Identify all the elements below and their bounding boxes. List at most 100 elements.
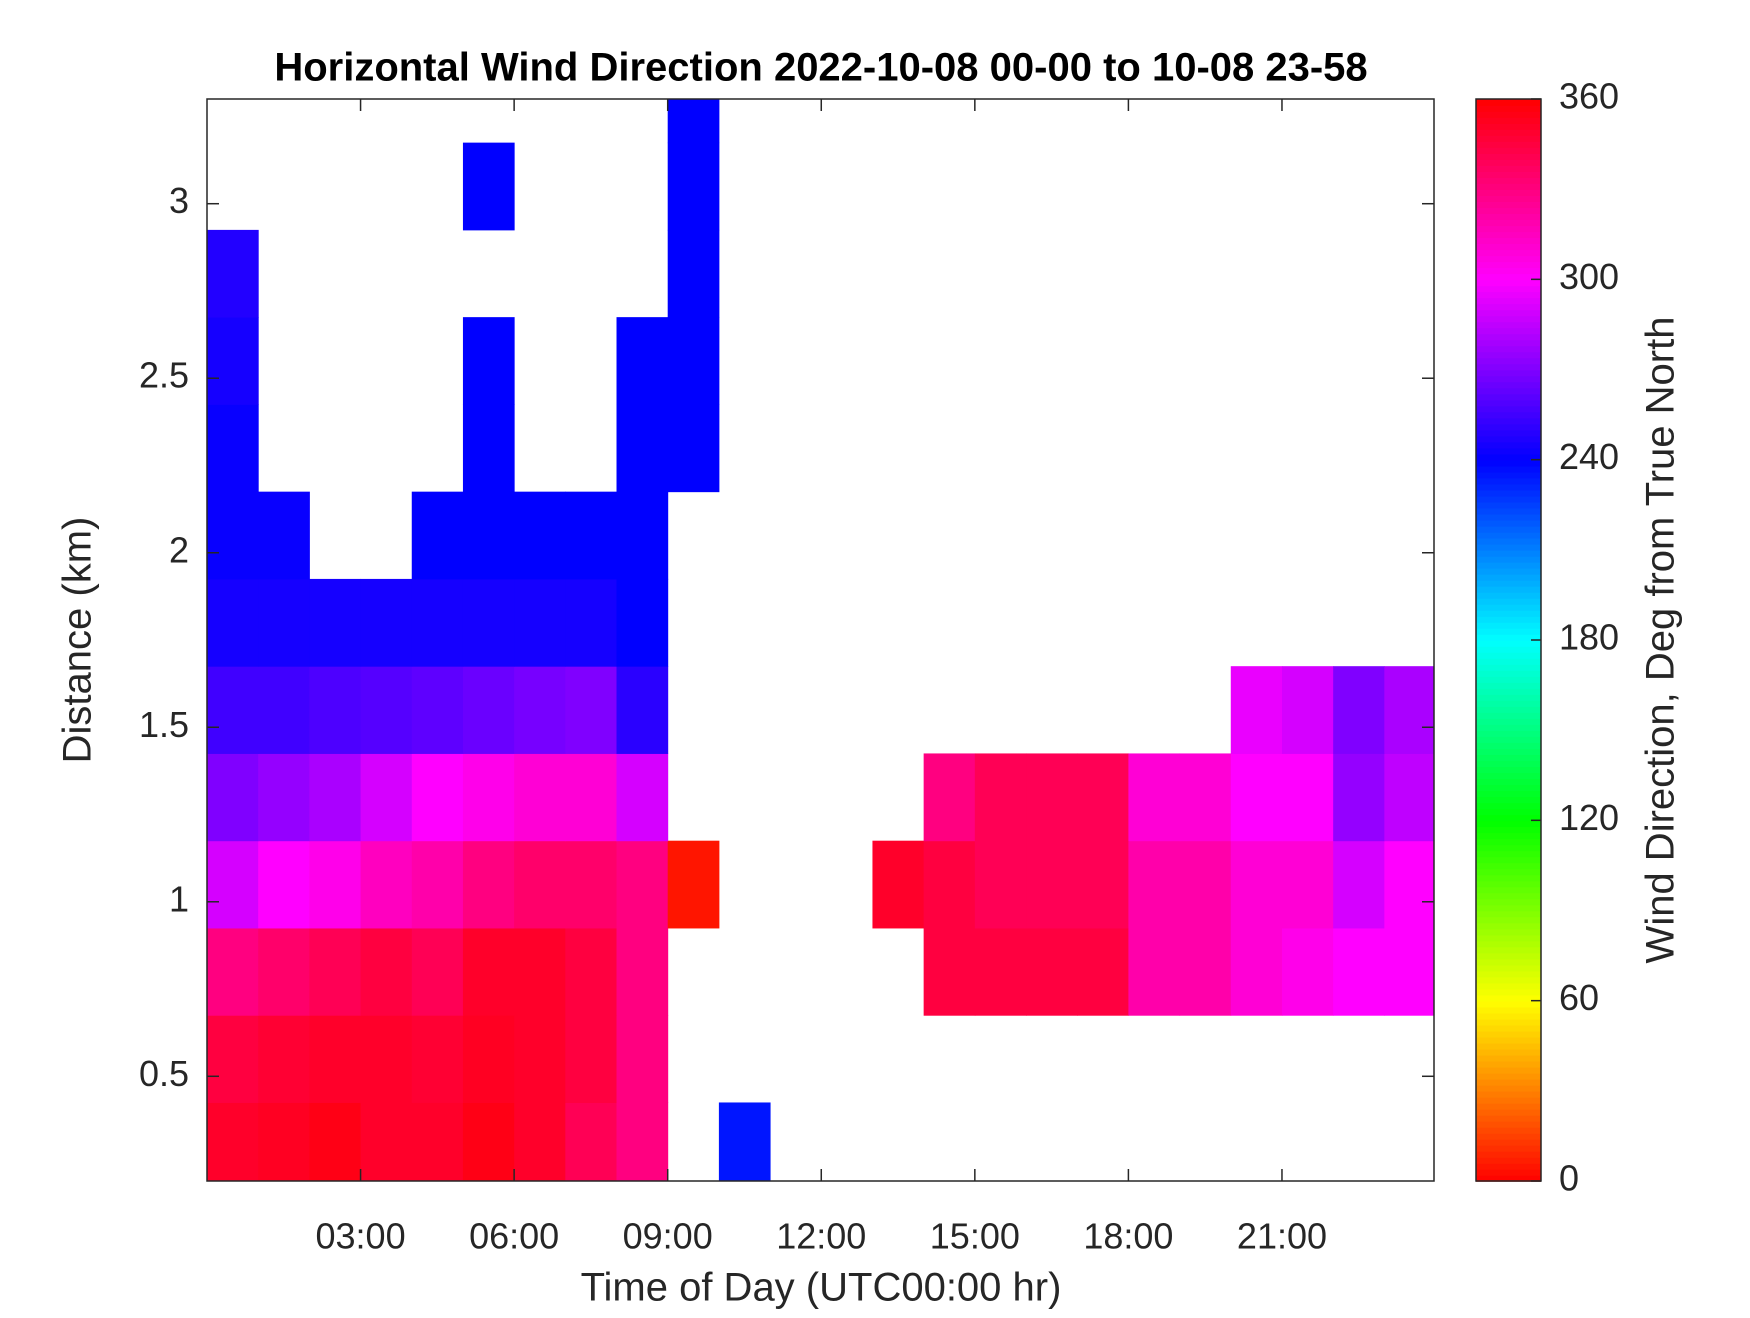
colorbar-swatch bbox=[1476, 513, 1541, 521]
colorbar-swatch bbox=[1476, 219, 1541, 227]
colorbar-swatch bbox=[1476, 724, 1541, 731]
colorbar-swatch bbox=[1476, 1096, 1541, 1104]
colorbar-swatch bbox=[1476, 940, 1541, 948]
colorbar-swatch bbox=[1476, 898, 1541, 906]
colorbar-swatch bbox=[1476, 820, 1541, 828]
heatmap-cell bbox=[616, 317, 669, 405]
colorbar-swatch bbox=[1476, 790, 1541, 798]
colorbar-swatch bbox=[1476, 135, 1541, 142]
colorbar-swatch bbox=[1476, 273, 1541, 281]
colorbar-swatch bbox=[1476, 1060, 1541, 1068]
colorbar-swatch bbox=[1476, 1066, 1541, 1074]
heatmap-cell bbox=[1384, 840, 1434, 929]
colorbar-swatch bbox=[1476, 327, 1541, 335]
heatmap-cell bbox=[1230, 840, 1283, 929]
colorbar-swatch bbox=[1476, 1048, 1541, 1056]
colorbar-swatch bbox=[1476, 1084, 1541, 1092]
heatmap-cell bbox=[514, 491, 566, 580]
colorbar-swatch bbox=[1476, 387, 1541, 395]
heatmap-cell bbox=[411, 753, 464, 842]
x-tick-label: 03:00 bbox=[316, 1216, 406, 1257]
colorbar-swatch bbox=[1476, 994, 1541, 1002]
heatmap-cell bbox=[207, 1102, 259, 1181]
colorbar-swatch bbox=[1476, 958, 1541, 966]
colorbar-swatch bbox=[1476, 381, 1541, 389]
colorbar-swatch bbox=[1476, 291, 1541, 299]
heatmap-cell bbox=[360, 666, 413, 754]
colorbar-swatch bbox=[1476, 1054, 1541, 1062]
colorbar-swatch bbox=[1476, 261, 1541, 269]
colorbar-swatch bbox=[1476, 531, 1541, 539]
colorbar-swatch bbox=[1476, 237, 1541, 245]
colorbar-swatch bbox=[1476, 303, 1541, 311]
heatmap-cell bbox=[258, 1015, 310, 1103]
colorbar-swatch bbox=[1476, 982, 1541, 990]
colorbar-swatch bbox=[1476, 561, 1541, 569]
colorbar-swatch bbox=[1476, 615, 1541, 623]
colorbar-swatch bbox=[1476, 718, 1541, 725]
colorbar-tick-label: 240 bbox=[1559, 436, 1619, 477]
colorbar-swatch bbox=[1476, 111, 1541, 118]
colorbar-swatch bbox=[1476, 153, 1541, 160]
axes: 03:00 06:00 09:00 12:00 15:00 18:00 21:00 0.5 1 1… bbox=[139, 98, 1435, 1257]
x-tick-label: 18:00 bbox=[1083, 1216, 1173, 1257]
heatmap-cell bbox=[718, 1102, 771, 1181]
colorbar-swatch bbox=[1476, 591, 1541, 599]
heatmap-cell bbox=[1333, 666, 1385, 754]
colorbar-swatch bbox=[1476, 339, 1541, 347]
colorbar-swatch bbox=[1476, 579, 1541, 587]
colorbar-tick-label: 300 bbox=[1559, 256, 1619, 297]
heatmap-cell bbox=[309, 666, 362, 754]
y-tick-label: 2 bbox=[169, 529, 189, 570]
colorbar-swatch bbox=[1476, 195, 1541, 202]
colorbar-swatch bbox=[1476, 1042, 1541, 1050]
heatmap-cell bbox=[1333, 840, 1385, 929]
heatmap-cell bbox=[411, 1102, 464, 1181]
heatmap-cell bbox=[923, 753, 976, 842]
colorbar-swatch bbox=[1476, 892, 1541, 900]
colorbar-swatch bbox=[1476, 748, 1541, 756]
colorbar-swatch bbox=[1476, 658, 1541, 665]
heatmap-cell bbox=[258, 491, 310, 580]
colorbar-swatch bbox=[1476, 1150, 1541, 1158]
colorbar-swatch bbox=[1476, 688, 1541, 695]
colorbar-swatch bbox=[1476, 862, 1541, 870]
colorbar-swatch bbox=[1476, 549, 1541, 557]
heatmap-cell bbox=[411, 666, 464, 754]
colorbar-swatch bbox=[1476, 333, 1541, 341]
colorbar-swatch bbox=[1476, 573, 1541, 581]
colorbar-swatch bbox=[1476, 850, 1541, 858]
colorbar-swatch bbox=[1476, 868, 1541, 876]
heatmap-cell bbox=[411, 927, 464, 1016]
heatmap-cell bbox=[565, 578, 618, 667]
heatmap-cell bbox=[462, 491, 515, 580]
colorbar-swatch bbox=[1476, 477, 1541, 485]
colorbar-swatch bbox=[1476, 670, 1541, 677]
heatmap-cell bbox=[974, 927, 1027, 1016]
heatmap-cell bbox=[309, 578, 362, 667]
heatmap-cell bbox=[360, 578, 413, 667]
colorbar-swatch bbox=[1476, 453, 1541, 461]
heatmap-cell bbox=[565, 927, 618, 1016]
heatmap-cell bbox=[616, 666, 669, 754]
colorbar-swatch bbox=[1476, 621, 1541, 629]
heatmap-cell bbox=[923, 840, 976, 929]
heatmap-cell bbox=[565, 753, 618, 842]
x-tick-label: 09:00 bbox=[623, 1216, 713, 1257]
heatmap-cell bbox=[462, 317, 515, 405]
colorbar-swatch bbox=[1476, 465, 1541, 473]
colorbar-swatch bbox=[1476, 1156, 1541, 1164]
heatmap-cell bbox=[616, 491, 669, 580]
colorbar-swatch bbox=[1476, 988, 1541, 996]
heatmap-cell bbox=[258, 840, 310, 929]
colorbar-swatch bbox=[1476, 904, 1541, 912]
heatmap-cell bbox=[1230, 666, 1283, 754]
heatmap-cell bbox=[258, 753, 310, 842]
colorbar-swatch bbox=[1476, 1018, 1541, 1026]
colorbar-swatch bbox=[1476, 567, 1541, 575]
colorbar-swatch bbox=[1476, 1000, 1541, 1008]
colorbar-swatch bbox=[1476, 345, 1541, 353]
colorbar-label: Wind Direction, Deg from True North bbox=[1639, 317, 1683, 964]
colorbar-swatch bbox=[1476, 766, 1541, 774]
